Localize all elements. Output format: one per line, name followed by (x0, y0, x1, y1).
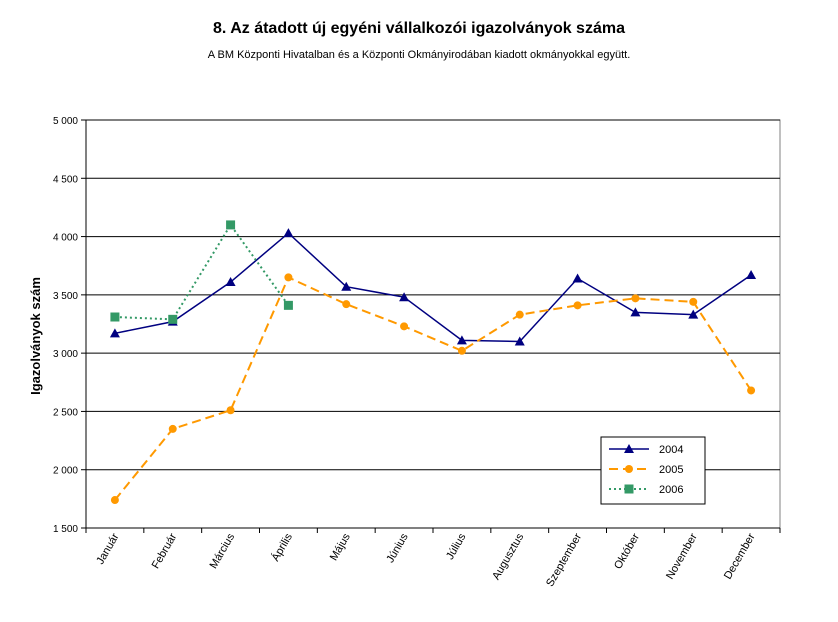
data-point-2004 (456, 335, 467, 345)
y-axis-label: Igazolványok szám (28, 277, 43, 395)
legend-label: 2005 (659, 464, 683, 476)
data-point-2004 (399, 292, 410, 302)
x-tick-label: Augusztus (490, 531, 526, 582)
data-point-2005 (400, 322, 409, 331)
legend: 2004 2005 2006 (600, 436, 706, 505)
legend-box (600, 436, 706, 505)
chart-subtitle: A BM Központi Hivatalban és a Központi O… (207, 49, 631, 61)
series-lines (114, 223, 752, 501)
legend-marker (624, 444, 634, 453)
legend-label: 2006 (659, 484, 683, 496)
y-tick-label: 2 500 (53, 407, 78, 418)
legend-marker (624, 484, 634, 494)
x-tick-label: Április (269, 531, 295, 564)
series-markers (109, 220, 757, 505)
data-point-2005 (573, 301, 582, 310)
data-point-2005 (342, 300, 351, 309)
y-tick-label: 3 500 (53, 291, 78, 302)
x-tick-label: Szeptember (544, 531, 584, 589)
data-point-2005 (110, 496, 119, 505)
x-tick-label: Május (328, 531, 353, 563)
data-point-2004 (630, 307, 641, 317)
data-point-2006 (110, 312, 120, 322)
data-point-2004 (746, 270, 757, 280)
y-tick-label: 4 000 (53, 233, 78, 244)
legend-marker (625, 465, 633, 473)
y-tick-label: 5 000 (53, 116, 78, 127)
data-point-2004 (572, 273, 583, 283)
data-point-2004 (688, 309, 699, 319)
x-tick-label: Július (444, 531, 469, 562)
y-tick-label: 2 000 (53, 466, 78, 477)
y-tick-label: 4 500 (53, 174, 78, 185)
data-point-2006 (283, 300, 293, 310)
data-point-2004 (109, 328, 120, 338)
data-point-2005 (631, 294, 640, 303)
data-point-2005 (284, 273, 293, 282)
series-line-2004 (114, 232, 752, 343)
data-point-2004 (341, 281, 352, 291)
x-axis: Január Február Március Április Május Június Jú… (85, 527, 781, 589)
data-point-2005 (457, 346, 466, 355)
data-point-2004 (283, 228, 294, 238)
x-tick-label: Január (94, 531, 121, 566)
data-point-2004 (225, 277, 236, 287)
x-tick-label: December (722, 531, 758, 581)
y-tick-label: 1 500 (53, 524, 78, 535)
x-tick-label: Június (384, 531, 411, 565)
data-point-2005 (747, 386, 756, 395)
data-point-2004 (514, 336, 525, 346)
y-axis: 1 500 2 000 2 500 3 000 3 500 4 000 4 500 5 000 (53, 116, 87, 535)
series-line-2005 (114, 276, 752, 501)
data-point-2006 (226, 220, 236, 230)
x-tick-label: Október (612, 531, 642, 571)
x-tick-label: November (664, 531, 700, 581)
legend-label: 2004 (659, 444, 683, 456)
data-point-2005 (226, 406, 235, 415)
data-point-2005 (168, 424, 177, 433)
data-point-2005 (689, 297, 698, 306)
x-tick-label: Március (208, 531, 238, 571)
x-tick-label: Február (150, 531, 180, 571)
chart-title: 8. Az átadott új egyéni vállalkozói igaz… (213, 20, 625, 37)
y-tick-label: 3 000 (53, 349, 78, 360)
data-point-2005 (515, 310, 524, 319)
data-point-2006 (168, 314, 178, 324)
